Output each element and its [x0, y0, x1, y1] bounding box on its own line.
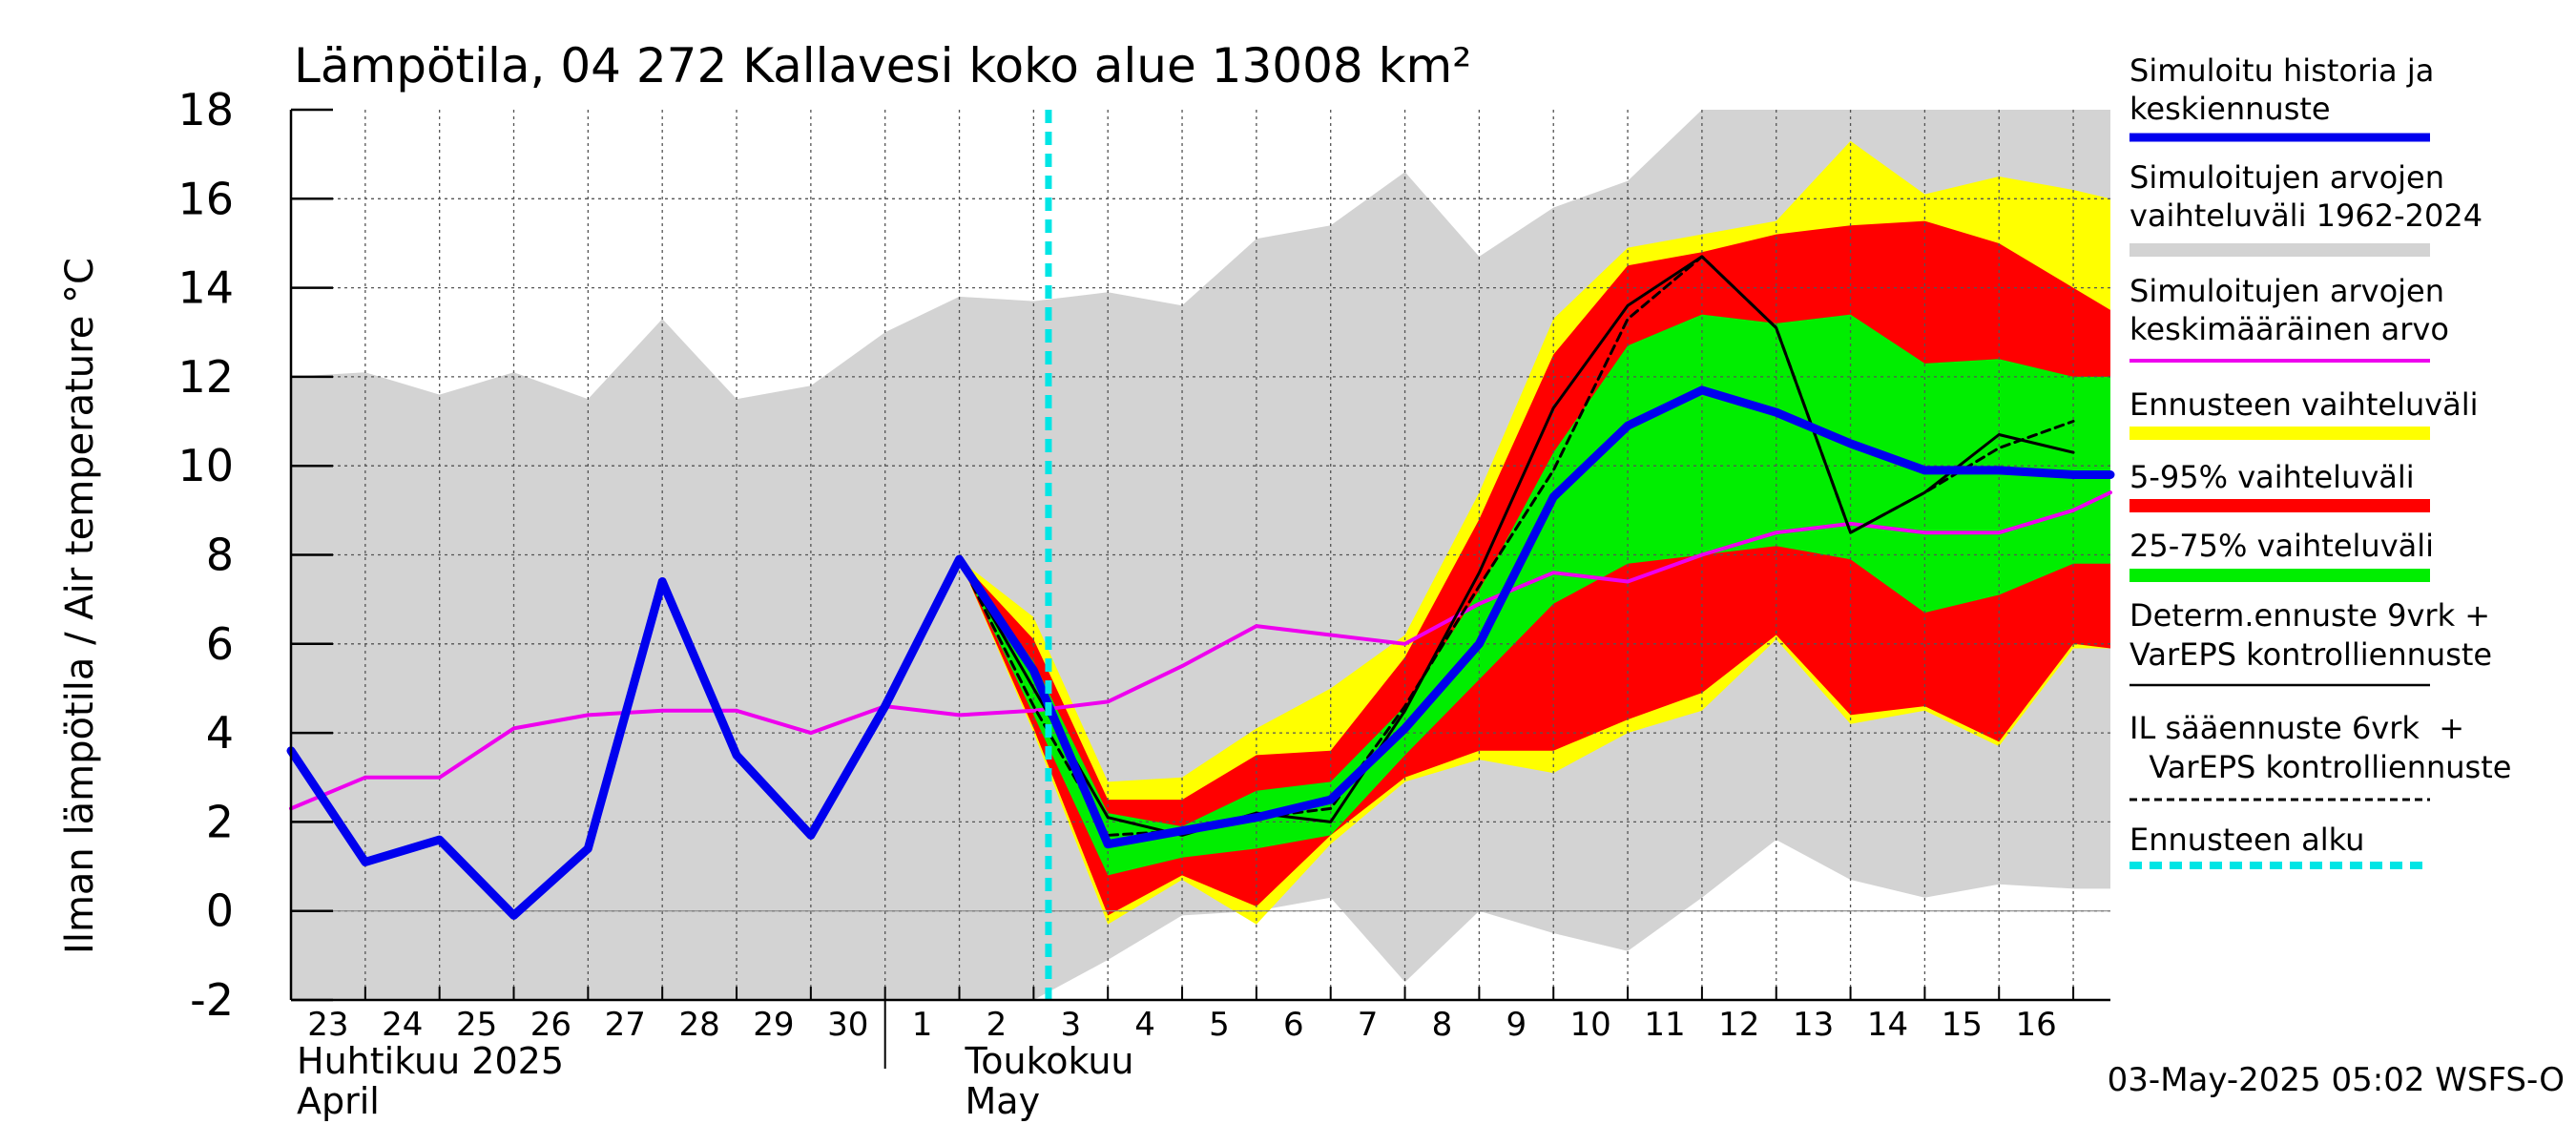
x-day-label: 16	[2016, 1006, 2057, 1044]
legend-label: Simuloitu historia ja	[2129, 52, 2434, 89]
y-tick-label: 16	[177, 173, 234, 224]
x-day-label: 28	[678, 1006, 719, 1044]
il-forecast-line	[958, 255, 2075, 837]
legend-label: 25-75% vaihteluväli	[2129, 528, 2434, 564]
legend-label: IL sääennuste 6vrk +	[2129, 710, 2464, 746]
x-day-label: 29	[753, 1006, 794, 1044]
x-day-label: 6	[1283, 1006, 1304, 1044]
legend-label: Ennusteen alku	[2129, 822, 2364, 858]
x-day-label: 26	[530, 1006, 571, 1044]
legend-label: Determ.ennuste 9vrk +	[2129, 597, 2490, 634]
x-day-label: 3	[1060, 1006, 1081, 1044]
chart-title: Lämpötila, 04 272 Kallavesi koko alue 13…	[294, 38, 1471, 94]
x-day-label: 13	[1793, 1006, 1834, 1044]
legend-label: vaihteluväli 1962-2024	[2129, 198, 2483, 234]
x-day-label: 11	[1644, 1006, 1685, 1044]
legend-label: Ennusteen vaihteluväli	[2129, 386, 2479, 423]
legend-label: keskiennuste	[2129, 91, 2331, 127]
y-tick-label: -2	[190, 974, 234, 1026]
y-tick-label: 0	[206, 885, 234, 937]
y-axis-label: Ilman lämpötila / Air temperature °C	[58, 258, 102, 954]
x-day-label: 27	[605, 1006, 646, 1044]
y-tick-label: 6	[206, 618, 234, 670]
x-day-label: 15	[1942, 1006, 1983, 1044]
x-day-label: 14	[1867, 1006, 1908, 1044]
x-day-label: 2	[987, 1006, 1008, 1044]
x-day-label: 24	[382, 1006, 423, 1044]
legend-label: VarEPS kontrolliennuste	[2129, 749, 2511, 785]
mean-line	[289, 490, 2112, 811]
month-label-en: May	[966, 1080, 1041, 1122]
x-day-label: 7	[1358, 1006, 1379, 1044]
y-tick-label: 14	[177, 262, 234, 314]
x-day-label: 25	[456, 1006, 497, 1044]
month-label-fi: Huhtikuu 2025	[297, 1040, 564, 1082]
x-day-label: 23	[307, 1006, 348, 1044]
x-day-label: 4	[1134, 1006, 1155, 1044]
legend-label: Simuloitujen arvojen	[2129, 273, 2444, 309]
month-label-fi: Toukokuu	[965, 1040, 1134, 1082]
y-tick-label: 4	[206, 707, 234, 759]
y-tick-label: 10	[177, 440, 234, 491]
y-tick-label: 12	[177, 351, 234, 403]
x-day-label: 1	[912, 1006, 933, 1044]
footer-timestamp: 03-May-2025 05:02 WSFS-O	[2108, 1061, 2565, 1099]
legend-label: keskimääräinen arvo	[2129, 311, 2449, 347]
y-tick-label: 18	[177, 84, 234, 135]
month-label-en: April	[297, 1080, 380, 1122]
x-day-label: 30	[827, 1006, 868, 1044]
y-tick-label: 2	[206, 796, 234, 847]
legend-label: VarEPS kontrolliennuste	[2129, 636, 2492, 673]
legend-label: Simuloitujen arvojen	[2129, 159, 2444, 196]
simulated-line	[286, 385, 2115, 920]
y-tick-label: 8	[206, 530, 234, 581]
x-day-label: 5	[1209, 1006, 1230, 1044]
x-day-label: 8	[1432, 1006, 1453, 1044]
x-day-label: 10	[1570, 1006, 1611, 1044]
x-day-label: 12	[1718, 1006, 1759, 1044]
determ-forecast-line	[958, 255, 2075, 837]
x-day-label: 9	[1506, 1006, 1527, 1044]
plot-area	[286, 110, 2115, 1000]
legend-label: 5-95% vaihteluväli	[2129, 459, 2415, 495]
